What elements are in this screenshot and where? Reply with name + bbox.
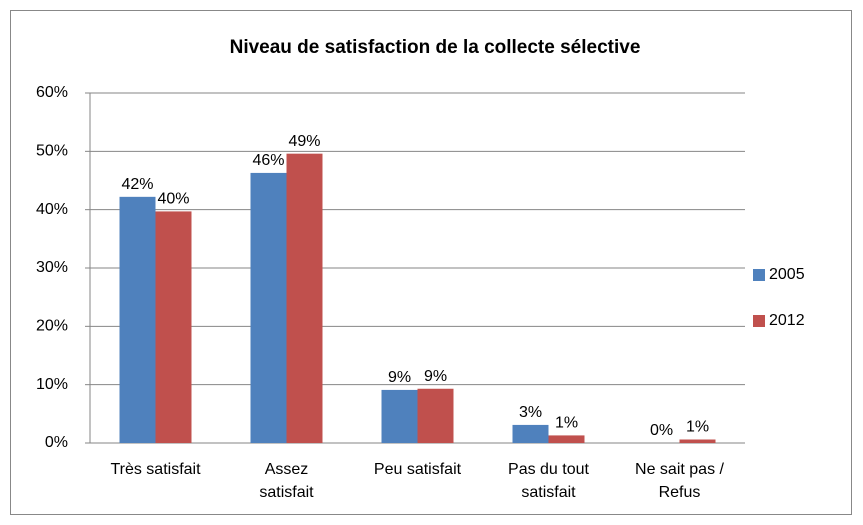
- y-tick-label: 30%: [36, 259, 68, 276]
- data-label: 1%: [686, 419, 709, 436]
- bar: [286, 153, 323, 443]
- legend-swatch: [753, 269, 765, 281]
- y-tick-label: 50%: [36, 143, 68, 160]
- bar: [250, 172, 287, 443]
- y-tick-label: 60%: [36, 84, 68, 101]
- bar: [155, 211, 192, 443]
- x-tick-label: Peu satisfait: [373, 461, 462, 478]
- x-tick-label: Très satisfait: [110, 461, 201, 478]
- legend-label: 2005: [769, 266, 805, 283]
- x-tick-label: Assez satisfait: [259, 461, 314, 501]
- x-tick-label: Ne sait pas / Refus: [635, 461, 724, 501]
- bar: [512, 424, 549, 443]
- x-tick-label: Pas du tout satisfait: [508, 461, 589, 501]
- data-label: 1%: [555, 415, 578, 432]
- data-label: 9%: [388, 369, 411, 386]
- data-label: 46%: [252, 152, 284, 169]
- data-label: 0%: [650, 422, 673, 439]
- y-tick-label: 20%: [36, 318, 68, 335]
- y-tick-label: 0%: [45, 434, 68, 451]
- bar: [119, 196, 156, 443]
- data-label: 42%: [121, 176, 153, 193]
- bar: [417, 388, 454, 443]
- bar: [548, 435, 585, 443]
- data-label: 40%: [157, 191, 189, 208]
- y-tick-label: 40%: [36, 201, 68, 218]
- bar: [381, 389, 418, 443]
- data-label: 3%: [519, 404, 542, 421]
- chart-title: Niveau de satisfaction de la collecte sé…: [230, 37, 641, 58]
- legend-label: 2012: [769, 312, 805, 329]
- data-label: 9%: [424, 368, 447, 385]
- bar: [679, 439, 716, 443]
- legend-swatch: [753, 315, 765, 327]
- y-tick-label: 10%: [36, 376, 68, 393]
- data-label: 49%: [288, 133, 320, 150]
